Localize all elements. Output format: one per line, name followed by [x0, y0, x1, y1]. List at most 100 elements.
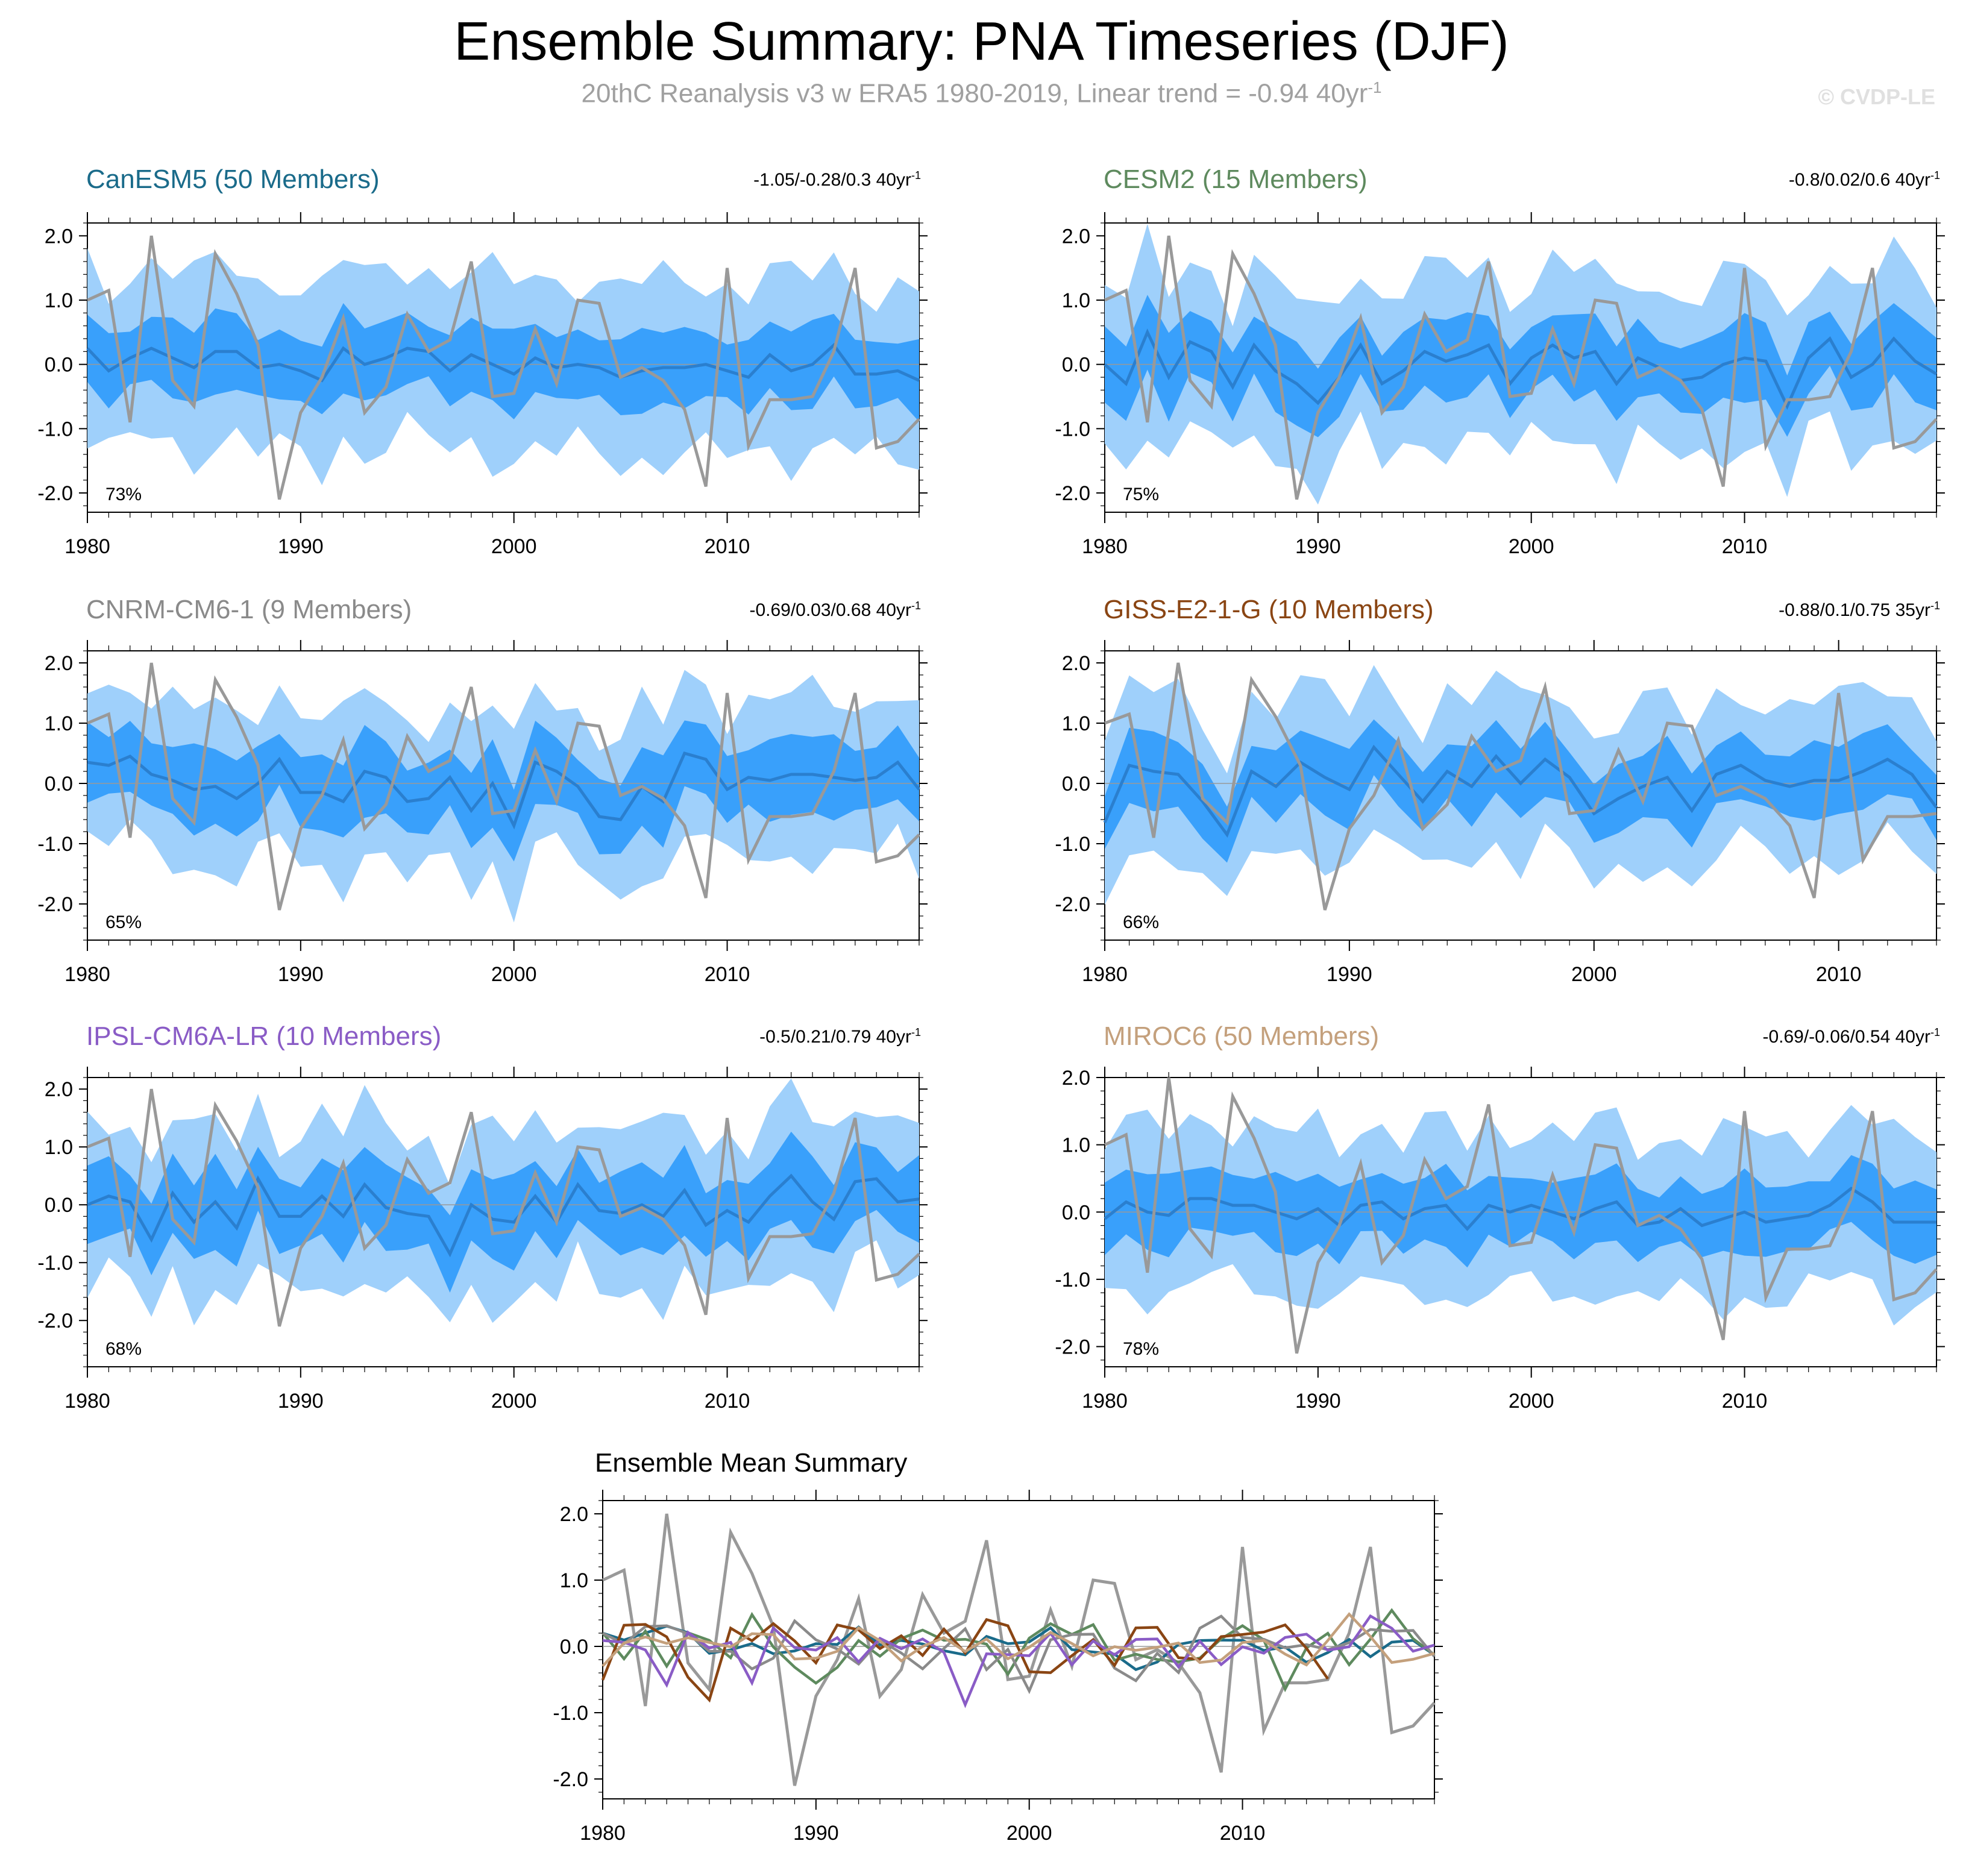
panel-cesm2: CESM2 (15 Members) -0.8/0.02/0.6 40yr-1 … — [981, 154, 1963, 588]
panel-giss-e2-1-g: GISS-E2-1-G (10 Members) -0.88/0.1/0.75 … — [981, 588, 1963, 1021]
y-tick-label: -2.0 — [37, 893, 73, 916]
y-tick-label: 2.0 — [45, 1078, 73, 1101]
chart-miroc6: 78% 2.0 1.0 0.0 -1.0 -2.0 1980 1990 2000 2010 — [1055, 1067, 1945, 1413]
x-tick-label: 1980 — [580, 1822, 626, 1845]
percent-label: 73% — [105, 485, 142, 504]
page-subtitle: 20thC Reanalysis v3 w ERA5 1980-2019, Li… — [0, 78, 1963, 109]
trend-text: -0.69/-0.06/0.54 40yr — [1762, 1027, 1930, 1047]
x-tick-label: 2000 — [491, 1390, 537, 1413]
x-tick-label: 2010 — [1722, 535, 1768, 558]
y-tick-label: 0.0 — [45, 773, 73, 795]
spread-band-inner — [87, 720, 919, 862]
trend-sup: -1 — [1930, 600, 1940, 612]
y-tick-label: -2.0 — [1055, 893, 1090, 916]
x-tick-label: 1990 — [278, 963, 324, 986]
x-tick-label: 1990 — [1295, 1390, 1341, 1413]
y-tick-label: 1.0 — [1062, 712, 1090, 735]
panel-trend: -0.69/0.03/0.68 40yr-1 — [749, 600, 921, 621]
spread-band-inner — [87, 303, 919, 422]
x-tick-label: 1980 — [64, 1390, 110, 1413]
panel-trend: -0.8/0.02/0.6 40yr-1 — [1789, 169, 1940, 190]
panel-title: IPSL-CM6A-LR (10 Members) — [86, 1021, 442, 1051]
percent-label: 66% — [1123, 912, 1159, 932]
panel-cnrm-cm6-1: CNRM-CM6-1 (9 Members) -0.69/0.03/0.68 4… — [0, 588, 981, 1021]
x-tick-label: 2000 — [491, 535, 537, 558]
x-tick-label: 2000 — [1571, 963, 1617, 986]
spread-band-inner — [1105, 1155, 1936, 1268]
trend-text: -0.5/0.21/0.79 40yr — [759, 1027, 911, 1047]
x-tick-label: 1990 — [278, 1390, 324, 1413]
x-tick-label: 1990 — [1295, 535, 1341, 558]
y-tick-label: 0.0 — [1062, 354, 1090, 377]
panel-title: MIROC6 (50 Members) — [1104, 1021, 1380, 1051]
trend-text: -0.69/0.03/0.68 40yr — [749, 600, 911, 620]
subtitle-sup: -1 — [1368, 78, 1382, 96]
x-tick-label: 2000 — [1007, 1822, 1052, 1845]
x-tick-label: 2010 — [705, 1390, 750, 1413]
panel-trend: -0.5/0.21/0.79 40yr-1 — [759, 1026, 921, 1047]
x-tick-label: 2010 — [705, 535, 750, 558]
panel-canesm5: CanESM5 (50 Members) -1.05/-0.28/0.3 40y… — [0, 154, 981, 588]
trend-sup: -1 — [911, 1026, 921, 1038]
y-tick-label: -1.0 — [1055, 1269, 1090, 1291]
panel-title: GISS-E2-1-G (10 Members) — [1104, 595, 1434, 624]
subtitle-text: 20thC Reanalysis v3 w ERA5 1980-2019, Li… — [581, 78, 1368, 108]
observed-line — [1104, 1077, 1938, 1354]
percent-label: 78% — [1123, 1339, 1159, 1359]
chart-ipsl-cm6a-lr: 68% 2.0 1.0 0.0 -1.0 -2.0 1980 1990 2000 2010 — [37, 1067, 928, 1413]
ensemble-mean-line — [87, 751, 920, 830]
trend-sup: -1 — [911, 169, 921, 181]
model-mean-line — [602, 1625, 1436, 1672]
ensemble-mean-line — [1104, 328, 1938, 410]
panel-trend: -1.05/-0.28/0.3 40yr-1 — [753, 169, 921, 190]
x-tick-label: 2010 — [1722, 1390, 1768, 1413]
percent-label: 68% — [105, 1339, 142, 1359]
x-tick-label: 1990 — [1327, 963, 1372, 986]
x-tick-label: 1980 — [64, 535, 110, 558]
panel-title: CESM2 (15 Members) — [1104, 165, 1368, 194]
chart-cesm2: 75% 2.0 1.0 0.0 -1.0 -2.0 1980 1990 2000 2010 — [1055, 212, 1945, 558]
percent-label: 65% — [105, 912, 142, 932]
observed-line — [87, 1088, 920, 1327]
y-tick-label: -1.0 — [553, 1702, 588, 1725]
y-tick-label: 2.0 — [1062, 225, 1090, 248]
model-mean-line — [601, 1612, 1435, 1667]
x-tick-label: 2010 — [705, 963, 750, 986]
panel-ensemble-mean-summary: Ensemble Mean Summary 2.0 1.0 0.0 -1.0 -2.0 1… — [482, 1443, 1446, 1876]
header: Ensemble Summary: PNA Timeseries (DJF) 2… — [0, 0, 1963, 121]
y-tick-label: 2.0 — [45, 225, 73, 248]
x-tick-label: 1980 — [1082, 1390, 1128, 1413]
panel-ipsl-cm6a-lr: IPSL-CM6A-LR (10 Members) -0.5/0.21/0.79… — [0, 1021, 981, 1455]
x-tick-label: 1980 — [1082, 963, 1128, 986]
y-tick-label: -1.0 — [37, 418, 73, 441]
chart-canesm5: 73% 2.0 1.0 0.0 -1.0 -2.0 1980 1990 2000 2010 — [37, 212, 928, 558]
y-tick-label: -2.0 — [37, 482, 73, 505]
chart-cnrm-cm6-1: 65% 2.0 1.0 0.0 -1.0 -2.0 1980 1990 2000 2010 — [37, 640, 928, 986]
x-tick-label: 1990 — [278, 535, 324, 558]
y-tick-label: 0.0 — [45, 354, 73, 377]
trend-text: -0.88/0.1/0.75 35yr — [1779, 600, 1930, 620]
y-tick-label: 0.0 — [1062, 1201, 1090, 1224]
x-tick-label: 2000 — [1509, 1390, 1554, 1413]
x-tick-label: 2010 — [1220, 1822, 1266, 1845]
y-tick-label: -2.0 — [37, 1310, 73, 1332]
observed-line — [86, 235, 920, 500]
chart-ensemble-mean-summary: 2.0 1.0 0.0 -1.0 -2.0 1980 1990 2000 2010 — [553, 1490, 1443, 1845]
y-tick-label: -2.0 — [553, 1768, 588, 1791]
y-tick-label: 0.0 — [45, 1194, 73, 1217]
panel-miroc6: MIROC6 (50 Members) -0.69/-0.06/0.54 40y… — [981, 1021, 1963, 1455]
y-tick-label: -1.0 — [37, 833, 73, 856]
panel-title: CNRM-CM6-1 (9 Members) — [86, 595, 412, 624]
observed-line — [87, 662, 920, 911]
x-tick-label: 2000 — [491, 963, 537, 986]
spread-band-inner — [1105, 295, 1936, 438]
panel-title: CanESM5 (50 Members) — [86, 165, 380, 194]
y-tick-label: -1.0 — [1055, 418, 1090, 441]
y-tick-label: -1.0 — [1055, 833, 1090, 856]
watermark: © CVDP-LE — [1818, 84, 1935, 109]
y-tick-label: 2.0 — [560, 1503, 588, 1526]
page-title: Ensemble Summary: PNA Timeseries (DJF) — [454, 11, 1509, 72]
ensemble-mean-line — [1104, 1187, 1936, 1231]
y-tick-label: 0.0 — [560, 1636, 588, 1658]
chart-giss-e2-1-g: 66% 2.0 1.0 0.0 -1.0 -2.0 1980 1990 2000 2010 — [1055, 640, 1945, 986]
